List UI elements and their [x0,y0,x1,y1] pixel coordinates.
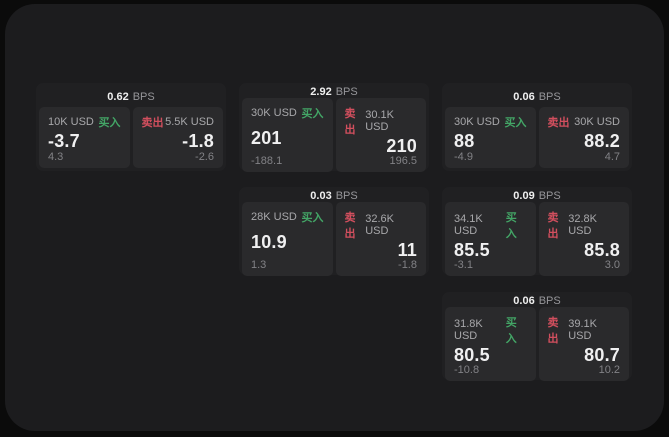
quote-card: 0.62 BPS 10K USD 买入 -3.7 4.3 卖出 5.5K USD… [36,83,226,171]
buy-amount: 28K USD [251,211,297,223]
buy-amount: 10K USD [48,116,94,128]
bps-value: 0.03 [310,190,332,202]
sell-price: 85.8 [584,240,620,260]
quote-card: 2.92 BPS 30K USD 买入 201 -188.1 卖出 30.1K … [239,83,429,172]
bps-value: 0.06 [513,295,535,307]
sell-amount: 32.8K USD [568,213,597,237]
bps-unit: BPS [538,90,561,103]
bps-header: 2.92 BPS [242,86,426,98]
sell-change: 4.7 [604,151,620,163]
buy-change: -3.1 [454,259,473,271]
sell-change: 196.5 [389,155,417,167]
sell-side-label: 卖出 [344,212,356,240]
bps-value: 2.92 [310,86,332,98]
buy-panel[interactable]: 30K USD 买入 201 -188.1 [242,98,333,172]
sell-price: 210 [386,136,417,156]
buy-panel[interactable]: 28K USD 买入 10.9 1.3 [242,202,333,276]
bps-unit: BPS [132,90,155,103]
bps-value: 0.62 [107,90,129,103]
buy-panel[interactable]: 30K USD 买入 88 -4.9 [445,107,536,168]
sell-change: 10.2 [598,364,620,376]
buy-side-label: 买入 [505,317,517,345]
buy-panel[interactable]: 34.1K USD 买入 85.5 -3.1 [445,202,536,276]
bps-header: 0.62 BPS [39,86,223,107]
buy-side-label: 买入 [98,117,121,129]
sell-panel[interactable]: 卖出 39.1K USD 80.7 10.2 [538,307,629,381]
buy-price: 85.5 [454,240,490,260]
bps-header: 0.06 BPS [445,86,629,107]
sell-panel[interactable]: 卖出 30.1K USD 210 196.5 [335,98,426,172]
bps-header: 0.03 BPS [242,190,426,202]
buy-side-label: 买入 [505,212,517,240]
bps-unit: BPS [335,86,358,98]
sell-panel[interactable]: 卖出 32.8K USD 85.8 3.0 [538,202,629,276]
sell-change: -2.6 [195,151,214,163]
buy-side-label: 买入 [301,212,324,224]
buy-change: -188.1 [251,155,283,167]
quote-card: 0.06 BPS 31.8K USD 买入 80.5 -10.8 卖出 39.1… [442,292,632,381]
sell-side-label: 卖出 [547,317,559,345]
bps-unit: BPS [538,295,561,307]
buy-price: -3.7 [48,130,80,151]
buy-change: 4.3 [48,151,64,163]
bps-value: 0.06 [513,90,535,103]
buy-price: 201 [251,128,282,148]
buy-side-label: 买入 [504,117,527,129]
bps-unit: BPS [538,190,561,202]
sell-side-label: 卖出 [141,117,164,129]
sell-amount: 39.1K USD [568,318,597,342]
bps-unit: BPS [335,190,358,202]
buy-side-label: 买入 [301,108,324,120]
buy-price: 10.9 [251,232,287,252]
buy-change: -10.8 [454,364,480,376]
buy-price: 80.5 [454,345,490,365]
sell-amount: 32.6K USD [365,213,394,237]
sell-price: -1.8 [182,130,214,151]
buy-change: -4.9 [454,151,473,163]
buy-panel[interactable]: 31.8K USD 买入 80.5 -10.8 [445,307,536,381]
sell-amount: 30.1K USD [365,109,394,133]
buy-amount: 34.1K USD [454,213,483,237]
buy-panel[interactable]: 10K USD 买入 -3.7 4.3 [39,107,130,168]
sell-price: 80.7 [584,345,620,365]
sell-change: -1.8 [398,259,417,271]
quote-card: 0.03 BPS 28K USD 买入 10.9 1.3 卖出 32.6K US… [239,187,429,276]
buy-amount: 30K USD [251,107,297,119]
sell-side-label: 卖出 [547,212,559,240]
buy-amount: 31.8K USD [454,318,483,342]
sell-panel[interactable]: 卖出 32.6K USD 11 -1.8 [335,202,426,276]
sell-change: 3.0 [604,259,620,271]
buy-amount: 30K USD [454,116,500,128]
sell-price: 88.2 [584,130,620,151]
sell-panel[interactable]: 卖出 5.5K USD -1.8 -2.6 [132,107,223,168]
sell-side-label: 卖出 [344,108,356,136]
buy-change: 1.3 [251,259,267,271]
sell-amount: 30K USD [574,116,620,128]
quote-card: 0.09 BPS 34.1K USD 买入 85.5 -3.1 卖出 32.8K… [442,187,632,276]
quote-card: 0.06 BPS 30K USD 买入 88 -4.9 卖出 30K USD 8… [442,83,632,171]
sell-side-label: 卖出 [547,117,570,129]
buy-price: 88 [454,130,475,151]
bps-value: 0.09 [513,190,535,202]
sell-panel[interactable]: 卖出 30K USD 88.2 4.7 [538,107,629,168]
sell-price: 11 [397,240,417,260]
bps-header: 0.06 BPS [445,295,629,307]
bps-header: 0.09 BPS [445,190,629,202]
sell-amount: 5.5K USD [165,116,214,128]
